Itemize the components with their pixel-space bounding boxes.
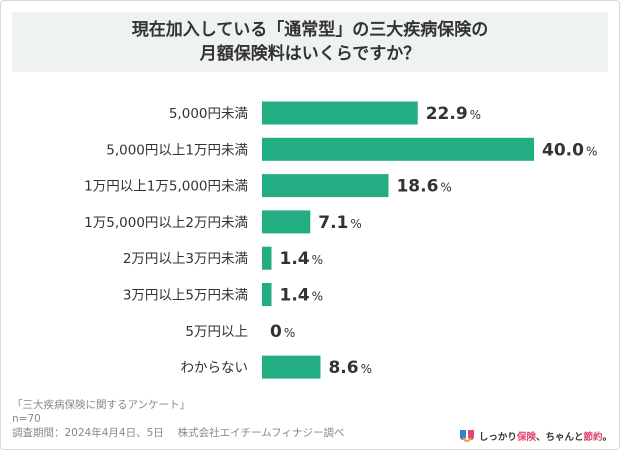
category-label: 3万円以上5万円未満 [123, 288, 248, 304]
brand-slogan: しっかり保険、ちゃんと節約。 [478, 432, 612, 443]
bar [262, 283, 272, 306]
value-label: 22.9% [426, 104, 481, 124]
category-label: 5,000円未満 [169, 106, 248, 122]
category-label: 5,000円以上1万円未満 [106, 142, 248, 158]
bar [262, 210, 311, 234]
value-label: 18.6% [396, 177, 451, 197]
survey-name: 「三大疾病保険に関するアンケート」 [12, 399, 191, 411]
bar [262, 101, 418, 125]
category-label: 1万5,000円以上2万円未満 [84, 215, 248, 231]
category-label: わからない [181, 360, 249, 376]
bar [262, 137, 534, 161]
chart-title-box: 現在加入している「通常型」の三大疾病保険の 月額保険料はいくらですか？ [12, 12, 608, 72]
value-label: 1.4% [280, 249, 324, 269]
value-label: 0% [270, 322, 295, 342]
value-label: 8.6% [328, 358, 372, 378]
bar [262, 246, 272, 270]
bar [262, 174, 389, 198]
value-label: 7.1% [318, 213, 362, 233]
chart-title: 現在加入している「通常型」の三大疾病保険の 月額保険料はいくらですか？ [131, 20, 489, 64]
category-label: 1万円以上1万5,000円未満 [84, 179, 248, 195]
brand-logo: しっかり保険、ちゃんと節約。 [459, 428, 612, 444]
category-label: 5万円以上 [185, 324, 248, 340]
value-label: 40.0% [542, 140, 597, 160]
brand-mark-icon [459, 428, 475, 444]
sample-size: n=70 [12, 413, 41, 425]
value-label: 1.4% [280, 286, 324, 306]
bar [262, 355, 321, 379]
survey-period: 調査期間：2024年4月4日、5日 株式会社エイチームフィナジー調べ [12, 427, 345, 439]
category-label: 2万円以上3万円未満 [123, 251, 248, 267]
